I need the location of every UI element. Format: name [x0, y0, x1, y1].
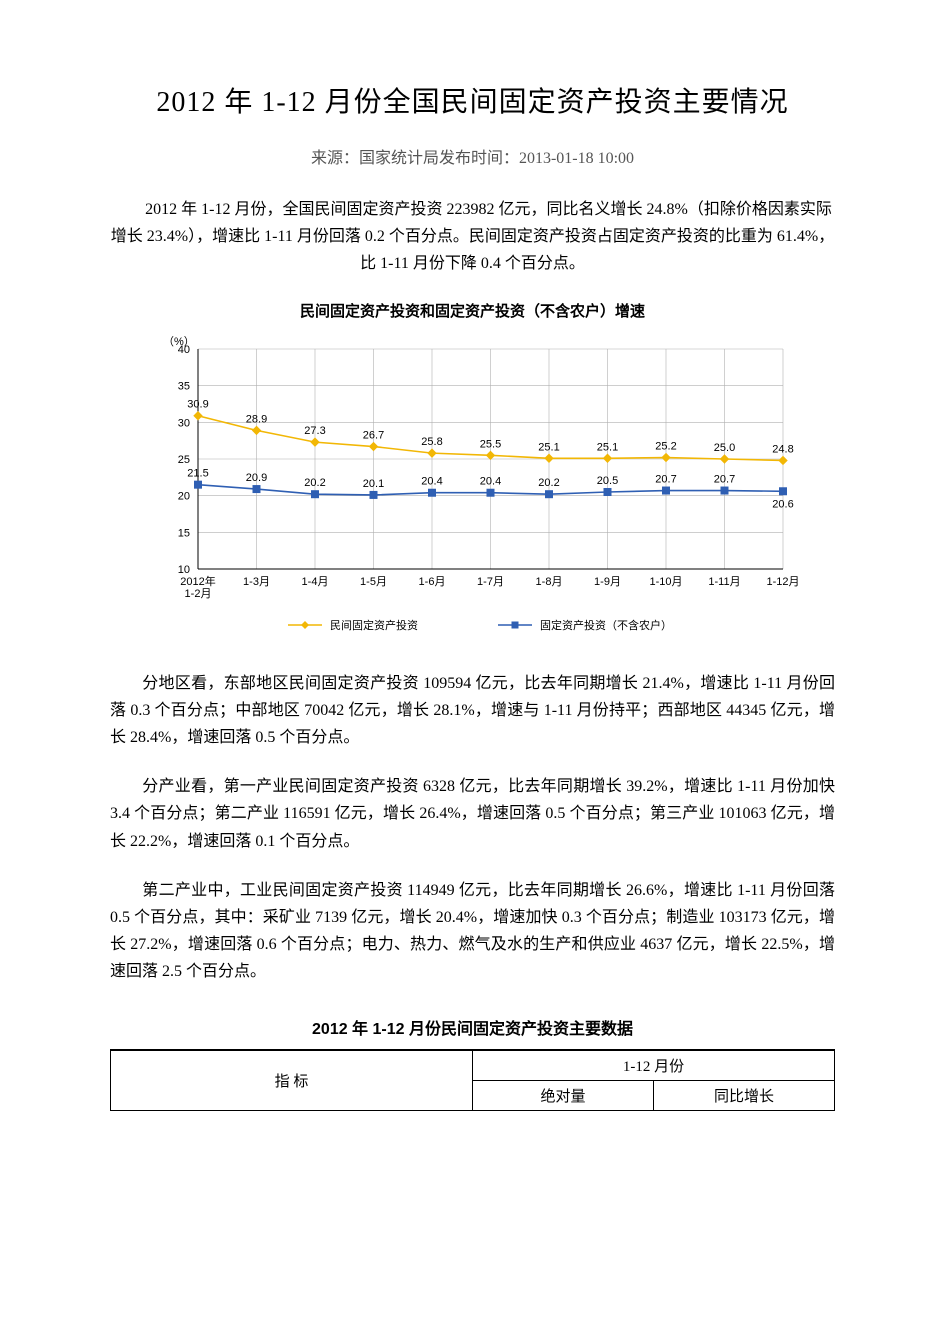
svg-text:1-8月: 1-8月 [535, 576, 562, 588]
svg-text:25.1: 25.1 [538, 441, 559, 453]
svg-text:1-3月: 1-3月 [243, 576, 270, 588]
svg-text:20.2: 20.2 [304, 477, 325, 489]
line-chart: （%）101520253035402012年1-2月1-3月1-4月1-5月1-… [143, 329, 803, 639]
paragraph-4-text: 第二产业中，工业民间固定资产投资 114949 亿元，比去年同期增长 26.6%… [110, 882, 835, 981]
table-header-row-1: 指 标 1-12 月份 [111, 1050, 835, 1081]
table-header-period: 1-12 月份 [473, 1050, 835, 1081]
svg-text:35: 35 [177, 380, 189, 392]
paragraph-3-text: 分产业看，第一产业民间固定资产投资 6328 亿元，比去年同期增长 39.2%，… [110, 778, 835, 849]
svg-text:1-12月: 1-12月 [766, 576, 799, 588]
source-line: 来源：国家统计局发布时间：2013-01-18 10:00 [110, 144, 835, 168]
svg-text:20.7: 20.7 [655, 473, 676, 485]
svg-text:20.4: 20.4 [421, 475, 442, 487]
paragraph-3: 分产业看，第一产业民间固定资产投资 6328 亿元，比去年同期增长 39.2%，… [110, 773, 835, 855]
table-header-indicator: 指 标 [111, 1050, 473, 1111]
svg-text:1-11月: 1-11月 [708, 576, 740, 588]
svg-text:固定资产投资（不含农户）: 固定资产投资（不含农户） [540, 618, 672, 632]
chart-container: 民间固定资产投资和固定资产投资（不含农户）增速 （%）1015202530354… [143, 300, 803, 644]
svg-text:25.2: 25.2 [655, 440, 676, 452]
paragraph-1-text: 2012 年 1-12 月份，全国民间固定资产投资 223982 亿元，同比名义… [111, 201, 834, 272]
svg-text:24.8: 24.8 [772, 443, 793, 455]
document-page: 2012 年 1-12 月份全国民间固定资产投资主要情况 来源：国家统计局发布时… [0, 0, 945, 1337]
svg-text:40: 40 [177, 344, 189, 356]
svg-text:1-6月: 1-6月 [418, 576, 445, 588]
svg-text:25: 25 [177, 454, 189, 466]
svg-text:20: 20 [177, 490, 189, 502]
svg-text:1-7月: 1-7月 [477, 576, 504, 588]
svg-text:20.4: 20.4 [479, 475, 500, 487]
chart-title: 民间固定资产投资和固定资产投资（不含农户）增速 [143, 300, 803, 321]
svg-text:20.7: 20.7 [713, 473, 734, 485]
table-header-absolute: 绝对量 [473, 1081, 654, 1111]
svg-text:1-5月: 1-5月 [360, 576, 387, 588]
svg-text:25.5: 25.5 [479, 438, 500, 450]
svg-text:25.8: 25.8 [421, 436, 442, 448]
svg-text:30.9: 30.9 [187, 398, 208, 410]
svg-text:21.5: 21.5 [187, 467, 208, 479]
svg-text:2012年: 2012年 [180, 574, 215, 588]
svg-text:27.3: 27.3 [304, 425, 325, 437]
svg-text:26.7: 26.7 [362, 429, 383, 441]
paragraph-2: 分地区看，东部地区民间固定资产投资 109594 亿元，比去年同期增长 21.4… [110, 670, 835, 752]
svg-text:20.1: 20.1 [362, 477, 383, 489]
svg-text:28.9: 28.9 [245, 413, 266, 425]
svg-text:15: 15 [177, 527, 189, 539]
svg-text:1-2月: 1-2月 [184, 588, 211, 600]
svg-text:10: 10 [177, 564, 189, 576]
svg-text:25.1: 25.1 [596, 441, 617, 453]
svg-text:20.2: 20.2 [538, 477, 559, 489]
paragraph-4: 第二产业中，工业民间固定资产投资 114949 亿元，比去年同期增长 26.6%… [110, 877, 835, 986]
svg-text:1-9月: 1-9月 [594, 576, 621, 588]
svg-text:20.9: 20.9 [245, 472, 266, 484]
svg-text:民间固定资产投资: 民间固定资产投资 [330, 618, 418, 632]
data-table: 指 标 1-12 月份 绝对量 同比增长 [110, 1049, 835, 1111]
svg-text:20.6: 20.6 [772, 498, 793, 510]
svg-text:25.0: 25.0 [713, 442, 734, 454]
svg-text:1-10月: 1-10月 [649, 576, 682, 588]
paragraph-1: 2012 年 1-12 月份，全国民间固定资产投资 223982 亿元，同比名义… [110, 196, 835, 278]
svg-text:20.5: 20.5 [596, 475, 617, 487]
svg-text:30: 30 [177, 417, 189, 429]
svg-text:1-4月: 1-4月 [301, 576, 328, 588]
paragraph-2-text: 分地区看，东部地区民间固定资产投资 109594 亿元，比去年同期增长 21.4… [110, 675, 835, 746]
table-header-growth: 同比增长 [654, 1081, 835, 1111]
page-title: 2012 年 1-12 月份全国民间固定资产投资主要情况 [110, 80, 835, 120]
table-title: 2012 年 1-12 月份民间固定资产投资主要数据 [110, 1015, 835, 1039]
